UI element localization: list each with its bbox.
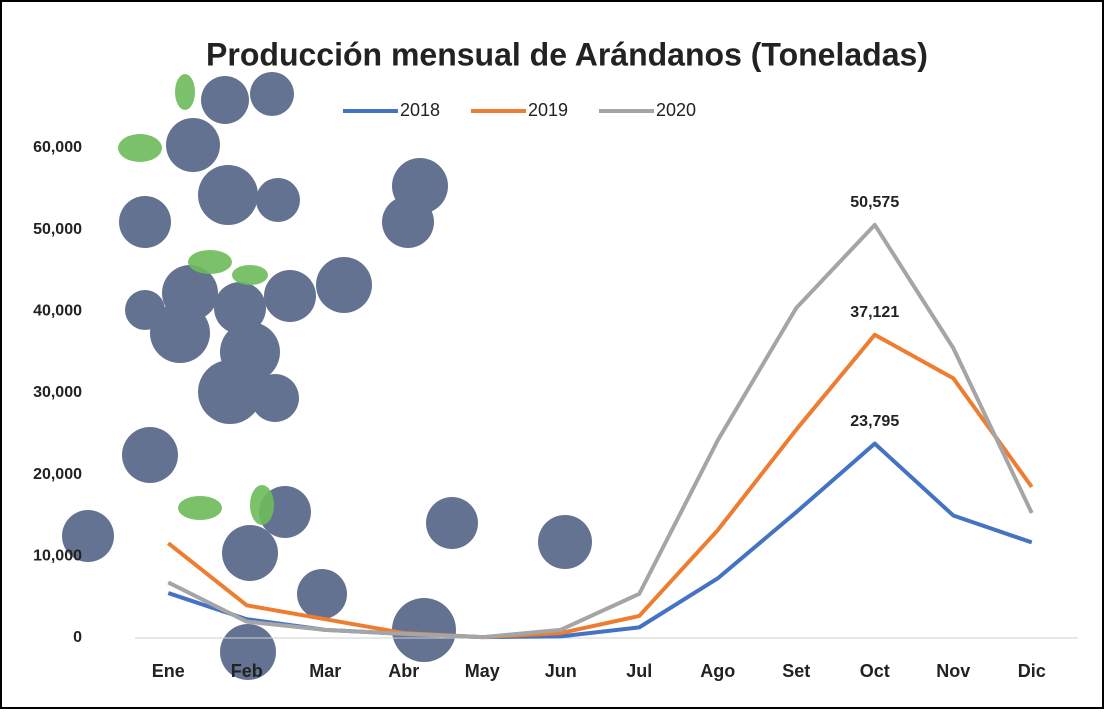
series-line: [167, 222, 1034, 640]
mint-leaves: [118, 74, 274, 525]
y-tick-label: 40,000: [33, 302, 82, 319]
y-tick-label: 60,000: [33, 139, 82, 156]
y-tick-label: 50,000: [33, 221, 82, 238]
x-tick-label: Nov: [936, 661, 970, 681]
legend-label: 2018: [400, 100, 440, 120]
y-tick-label: 10,000: [33, 548, 82, 565]
x-tick-label: Dic: [1018, 661, 1046, 681]
y-tick-label: 0: [73, 629, 82, 646]
x-tick-label: Jun: [545, 661, 577, 681]
y-tick-label: 20,000: [33, 466, 82, 483]
x-tick-label: Set: [782, 661, 810, 681]
x-tick-label: Mar: [309, 661, 341, 681]
x-tick-label: Ago: [700, 661, 735, 681]
x-tick-label: May: [465, 661, 500, 681]
series-line: [167, 332, 1034, 640]
x-tick-label: Abr: [388, 661, 419, 681]
data-label: 23,795: [850, 413, 899, 430]
x-tick-label: Feb: [231, 661, 263, 681]
legend-label: 2019: [528, 100, 568, 120]
data-label: 37,121: [850, 304, 899, 321]
chart-title: Producción mensual de Arándanos (Tonelad…: [206, 36, 928, 72]
legend-label: 2020: [656, 100, 696, 120]
x-tick-label: Jul: [626, 661, 652, 681]
x-tick-label: Ene: [152, 661, 185, 681]
x-tick-label: Oct: [860, 661, 890, 681]
y-tick-label: 30,000: [33, 384, 82, 401]
data-label: 50,575: [850, 194, 899, 211]
